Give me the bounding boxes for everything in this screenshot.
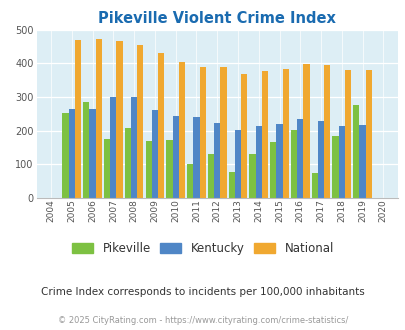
Bar [83, 102, 89, 198]
Bar [365, 70, 371, 198]
Bar [290, 130, 296, 198]
Bar [96, 39, 102, 198]
Bar [131, 97, 137, 198]
Legend: Pikeville, Kentucky, National: Pikeville, Kentucky, National [67, 237, 338, 260]
Bar [89, 109, 96, 198]
Bar [332, 136, 338, 198]
Bar [228, 172, 234, 198]
Bar [193, 117, 199, 198]
Bar [116, 41, 122, 198]
Bar [207, 154, 213, 198]
Bar [249, 153, 255, 198]
Bar [303, 64, 309, 198]
Bar [282, 69, 288, 198]
Bar [110, 97, 116, 198]
Title: Pikeville Violent Crime Index: Pikeville Violent Crime Index [98, 11, 335, 26]
Bar [124, 128, 131, 198]
Bar [137, 45, 143, 198]
Bar [234, 130, 241, 198]
Bar [151, 111, 158, 198]
Bar [269, 143, 276, 198]
Bar [172, 116, 178, 198]
Bar [75, 40, 81, 198]
Text: © 2025 CityRating.com - https://www.cityrating.com/crime-statistics/: © 2025 CityRating.com - https://www.city… [58, 316, 347, 325]
Bar [62, 113, 68, 198]
Bar [276, 124, 282, 198]
Bar [199, 67, 205, 198]
Text: Crime Index corresponds to incidents per 100,000 inhabitants: Crime Index corresponds to incidents per… [41, 287, 364, 297]
Bar [166, 140, 172, 198]
Bar [352, 106, 358, 198]
Bar [178, 62, 185, 198]
Bar [255, 126, 261, 198]
Bar [241, 74, 247, 198]
Bar [358, 125, 365, 198]
Bar [158, 52, 164, 198]
Bar [213, 123, 220, 198]
Bar [323, 65, 330, 198]
Bar [261, 71, 267, 198]
Bar [344, 70, 350, 198]
Bar [104, 139, 110, 198]
Bar [187, 164, 193, 198]
Bar [311, 173, 317, 198]
Bar [296, 119, 303, 198]
Bar [317, 121, 323, 198]
Bar [145, 141, 151, 198]
Bar [220, 67, 226, 198]
Bar [338, 126, 344, 198]
Bar [68, 109, 75, 198]
